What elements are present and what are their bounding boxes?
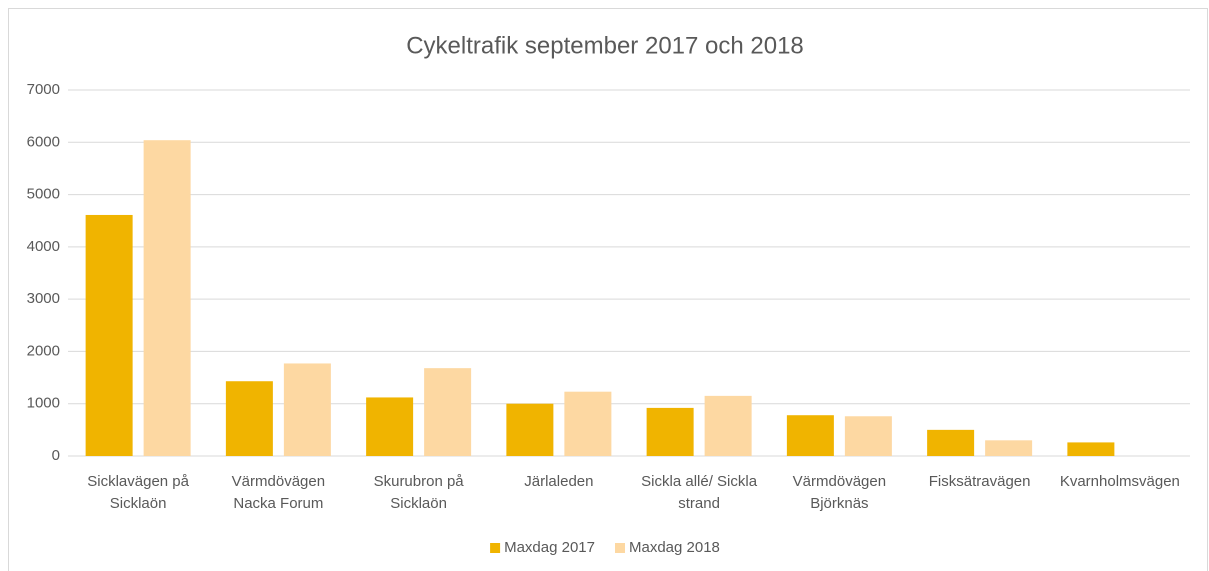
bar (844, 416, 892, 456)
bar (366, 397, 414, 456)
bar (985, 440, 1033, 456)
bar (506, 403, 554, 456)
bar (646, 407, 694, 456)
bar (564, 391, 612, 456)
x-tick-label: Kvarnholmsvägen (1060, 473, 1180, 490)
x-tick-label: Sickla allé/ Sickla (641, 473, 758, 490)
legend-swatch (490, 543, 501, 553)
bar (1067, 442, 1115, 456)
bar (225, 381, 273, 456)
x-tick-label: Skurubron på (374, 473, 465, 490)
x-tick-label: strand (678, 495, 720, 512)
chart-frame (8, 8, 1208, 571)
y-tick-label: 1000 (27, 395, 60, 412)
x-tick-label: Björknäs (810, 495, 868, 512)
bar (786, 415, 834, 456)
bar (927, 429, 975, 456)
x-tick-label: Värmdövägen (793, 473, 886, 490)
x-tick-label: Sicklavägen på (87, 473, 189, 490)
y-tick-label: 5000 (27, 186, 60, 203)
x-tick-label: Fisksätravägen (929, 473, 1031, 490)
bar (424, 368, 472, 456)
y-tick-label: 0 (52, 447, 60, 464)
x-tick-label: Värmdövägen (232, 473, 325, 490)
x-tick-label: Nacka Forum (233, 495, 323, 512)
legend-item: Maxdag 2018 (615, 539, 720, 556)
y-tick-label: 3000 (27, 290, 60, 307)
y-tick-label: 4000 (27, 238, 60, 255)
legend-label: Maxdag 2018 (629, 539, 720, 556)
x-tick-label: Sicklaön (390, 495, 447, 512)
bar (704, 395, 752, 456)
legend-swatch (615, 543, 625, 553)
bar (143, 140, 191, 457)
bar (85, 214, 133, 456)
legend-item: Maxdag 2017 (490, 539, 595, 556)
x-tick-label: Sicklaön (110, 495, 167, 512)
chart-title: Cykeltrafik september 2017 och 2018 (406, 32, 804, 59)
x-tick-label: Järlaleden (524, 473, 593, 490)
bar (283, 363, 331, 456)
legend-label: Maxdag 2017 (504, 539, 595, 556)
y-tick-label: 6000 (27, 133, 60, 150)
y-tick-label: 2000 (27, 342, 60, 359)
y-tick-label: 7000 (27, 81, 60, 98)
